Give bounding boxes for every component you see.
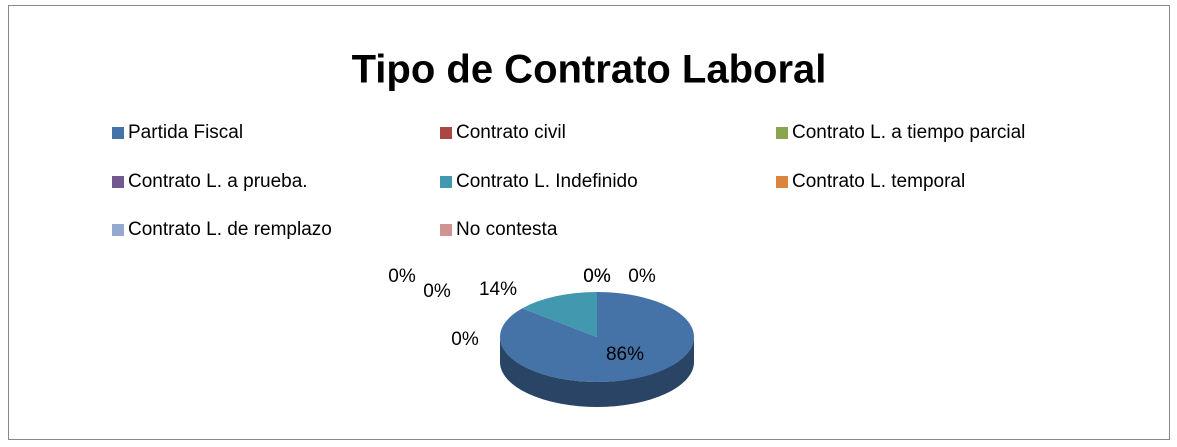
- data-label: 0%: [583, 266, 611, 287]
- chart-title: Tipo de Contrato Laboral: [352, 48, 827, 92]
- data-label: 0%: [388, 266, 416, 287]
- legend-label: Partida Fiscal: [128, 122, 243, 143]
- legend-label: Contrato L. de remplazo: [128, 219, 332, 240]
- legend-swatch: [112, 224, 124, 236]
- legend-label: Contrato civil: [456, 122, 566, 143]
- legend-swatch: [112, 127, 124, 139]
- slice: [522, 292, 597, 337]
- legend-swatch: [776, 127, 788, 139]
- legend-label: Contrato L. a tiempo parcial: [792, 122, 1025, 143]
- data-label: 0%: [628, 266, 656, 287]
- data-label: 0%: [451, 329, 479, 350]
- legend-label: Contrato L. temporal: [792, 171, 965, 192]
- slice-side-shade: [500, 337, 694, 407]
- data-label: 86%: [606, 344, 644, 365]
- legend-swatch: [440, 176, 452, 188]
- slice-side: [500, 337, 694, 407]
- legend-label: Contrato L. Indefinido: [456, 171, 638, 192]
- data-label: 14%: [479, 279, 517, 300]
- legend-swatch: [440, 127, 452, 139]
- legend-swatch: [776, 176, 788, 188]
- legend-swatch: [112, 176, 124, 188]
- data-label: 0%: [423, 281, 451, 302]
- legend-swatch: [440, 224, 452, 236]
- legend-label: Contrato L. a prueba.: [128, 171, 308, 192]
- legend-label: No contesta: [456, 219, 558, 240]
- data-label: 0%: [583, 266, 611, 287]
